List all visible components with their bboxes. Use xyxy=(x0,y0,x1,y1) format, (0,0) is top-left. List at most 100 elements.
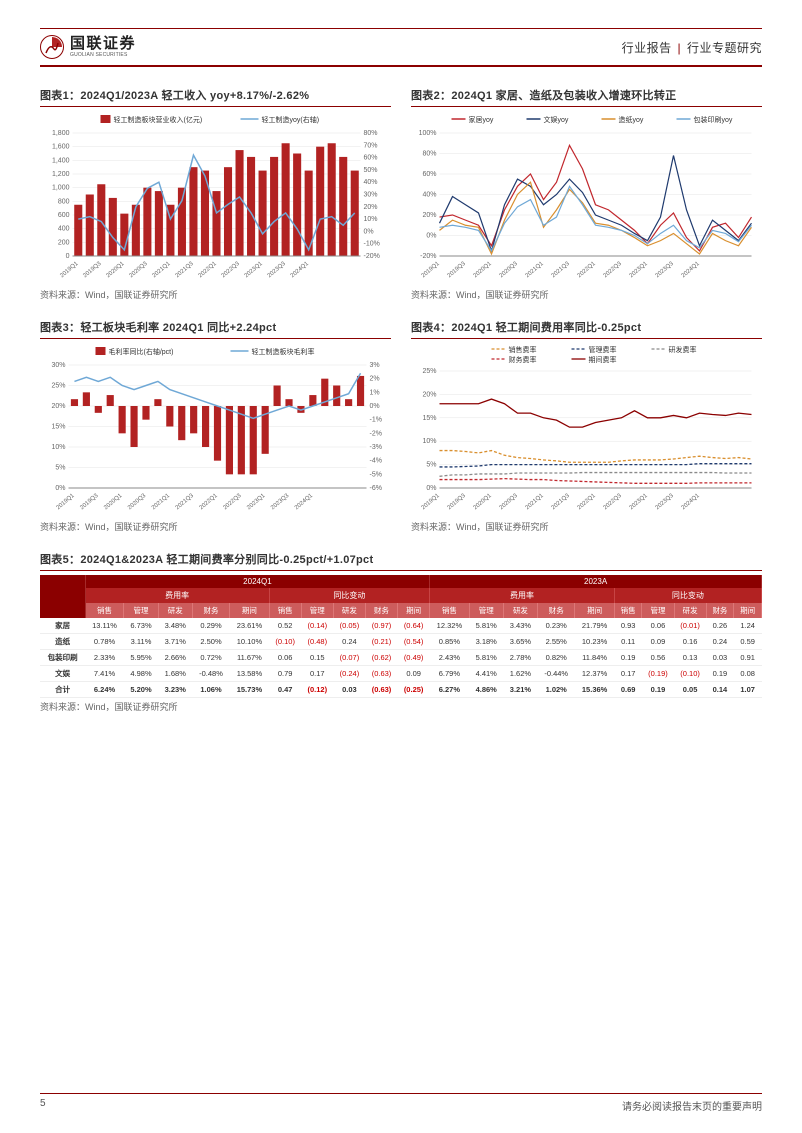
hdr-cat-a: 行业报告 xyxy=(622,41,672,55)
svg-text:-10%: -10% xyxy=(364,240,380,247)
hdr-cat-b: 行业专题研究 xyxy=(687,41,762,55)
svg-text:2024Q1: 2024Q1 xyxy=(290,260,311,279)
svg-text:1,000: 1,000 xyxy=(52,184,70,191)
chart4-title: 图表4：2024Q1 轻工期间费用率同比-0.25pct xyxy=(411,319,762,335)
svg-text:造纸yoy: 造纸yoy xyxy=(619,115,644,124)
chart3-title: 图表3：轻工板块毛利率 2024Q1 同比+2.24pct xyxy=(40,319,391,335)
svg-text:20%: 20% xyxy=(364,204,378,211)
svg-text:50%: 50% xyxy=(364,167,378,174)
svg-text:10%: 10% xyxy=(422,438,436,445)
svg-text:包装印刷yoy: 包装印刷yoy xyxy=(694,115,733,124)
svg-text:2024Q1: 2024Q1 xyxy=(681,492,702,511)
svg-text:5%: 5% xyxy=(55,464,65,471)
chart1-svg: 轻工制造板块营业收入(亿元)轻工制造yoy(右轴)02004006008001,… xyxy=(40,111,391,286)
chart3-svg: 毛利率同比(右轴/pct)轻工制造板块毛利率0%5%10%15%20%25%30… xyxy=(40,343,391,518)
svg-text:30%: 30% xyxy=(51,362,65,369)
svg-text:0%: 0% xyxy=(426,232,436,239)
chart1-title: 图表1：2024Q1/2023A 轻工收入 yoy+8.17%/-2.62% xyxy=(40,87,391,103)
chart-row-2: 图表3：轻工板块毛利率 2024Q1 同比+2.24pct 毛利率同比(右轴/p… xyxy=(40,319,762,533)
svg-text:0%: 0% xyxy=(426,485,436,492)
chart4-svg: 销售费率管理费率研发费率财务费率期间费率0%5%10%15%20%25%2019… xyxy=(411,343,762,518)
header: 国联证券 GUOLIAN SECURITIES 行业报告 | 行业专题研究 xyxy=(40,35,762,59)
svg-text:2021Q1: 2021Q1 xyxy=(151,260,172,279)
svg-text:-20%: -20% xyxy=(420,253,436,260)
chart2-title: 图表2：2024Q1 家居、造纸及包装收入增速环比转正 xyxy=(411,87,762,103)
svg-text:1,400: 1,400 xyxy=(52,157,70,164)
svg-text:2024Q1: 2024Q1 xyxy=(294,492,315,511)
svg-text:2020Q3: 2020Q3 xyxy=(499,492,520,511)
table5-title: 图表5：2024Q1&2023A 轻工期间费率分别同比-0.25pct/+1.0… xyxy=(40,551,762,567)
svg-text:-2%: -2% xyxy=(370,430,382,437)
svg-text:2019Q3: 2019Q3 xyxy=(447,260,468,279)
svg-text:2019Q1: 2019Q1 xyxy=(421,492,442,511)
svg-text:20%: 20% xyxy=(422,212,436,219)
svg-text:25%: 25% xyxy=(51,382,65,389)
svg-text:70%: 70% xyxy=(364,142,378,149)
chart1-source: 资料来源：Wind，国联证券研究所 xyxy=(40,288,391,301)
svg-text:1%: 1% xyxy=(370,389,380,396)
page-number: 5 xyxy=(40,1098,46,1113)
logo-icon xyxy=(40,35,64,59)
svg-text:2020Q1: 2020Q1 xyxy=(103,492,124,511)
svg-text:销售费率: 销售费率 xyxy=(509,345,537,354)
footer: 5 请务必阅读报告末页的重要声明 xyxy=(40,1093,762,1113)
svg-text:30%: 30% xyxy=(364,191,378,198)
chart3-source: 资料来源：Wind，国联证券研究所 xyxy=(40,520,391,533)
svg-text:2019Q1: 2019Q1 xyxy=(56,492,77,511)
svg-text:10%: 10% xyxy=(364,216,378,223)
svg-text:2020Q1: 2020Q1 xyxy=(105,260,126,279)
footer-notice: 请务必阅读报告末页的重要声明 xyxy=(622,1098,762,1113)
svg-text:2022Q3: 2022Q3 xyxy=(222,492,243,511)
logo: 国联证券 GUOLIAN SECURITIES xyxy=(40,35,136,59)
header-rule xyxy=(40,65,762,67)
svg-text:2021Q1: 2021Q1 xyxy=(525,492,546,511)
svg-text:0%: 0% xyxy=(364,228,374,235)
svg-text:1,600: 1,600 xyxy=(52,143,70,150)
svg-text:-3%: -3% xyxy=(370,444,382,451)
table5-section: 图表5：2024Q1&2023A 轻工期间费率分别同比-0.25pct/+1.0… xyxy=(40,551,762,713)
svg-text:80%: 80% xyxy=(422,150,436,157)
svg-text:2022Q3: 2022Q3 xyxy=(221,260,242,279)
chart4-source: 资料来源：Wind，国联证券研究所 xyxy=(411,520,762,533)
svg-text:15%: 15% xyxy=(422,415,436,422)
brand-cn: 国联证券 xyxy=(70,36,136,53)
svg-text:2023Q3: 2023Q3 xyxy=(655,492,676,511)
svg-text:轻工制造板块营业收入(亿元): 轻工制造板块营业收入(亿元) xyxy=(114,115,203,124)
svg-text:100%: 100% xyxy=(419,130,437,137)
svg-text:2020Q3: 2020Q3 xyxy=(499,260,520,279)
svg-text:800: 800 xyxy=(58,198,70,205)
svg-text:2022Q1: 2022Q1 xyxy=(577,492,598,511)
svg-text:2021Q3: 2021Q3 xyxy=(551,260,572,279)
table5-source: 资料来源：Wind，国联证券研究所 xyxy=(40,700,762,713)
svg-text:15%: 15% xyxy=(51,423,65,430)
svg-text:25%: 25% xyxy=(422,368,436,375)
svg-text:600: 600 xyxy=(58,212,70,219)
svg-text:财务费率: 财务费率 xyxy=(509,355,537,364)
panel-chart3: 图表3：轻工板块毛利率 2024Q1 同比+2.24pct 毛利率同比(右轴/p… xyxy=(40,319,391,533)
svg-text:文娱yoy: 文娱yoy xyxy=(544,115,569,124)
svg-text:2023Q3: 2023Q3 xyxy=(270,492,291,511)
svg-text:-5%: -5% xyxy=(370,471,382,478)
svg-text:0%: 0% xyxy=(55,485,65,492)
svg-text:2021Q1: 2021Q1 xyxy=(151,492,172,511)
svg-text:2022Q3: 2022Q3 xyxy=(603,492,624,511)
svg-text:2023Q3: 2023Q3 xyxy=(655,260,676,279)
svg-text:3%: 3% xyxy=(370,362,380,369)
svg-text:2021Q3: 2021Q3 xyxy=(175,260,196,279)
svg-text:2023Q1: 2023Q1 xyxy=(629,260,650,279)
svg-text:2023Q1: 2023Q1 xyxy=(246,492,267,511)
svg-text:2024Q1: 2024Q1 xyxy=(681,260,702,279)
svg-text:2019Q3: 2019Q3 xyxy=(82,260,103,279)
svg-text:2021Q3: 2021Q3 xyxy=(175,492,196,511)
svg-text:2019Q1: 2019Q1 xyxy=(421,260,442,279)
svg-text:80%: 80% xyxy=(364,130,378,137)
svg-text:60%: 60% xyxy=(364,154,378,161)
svg-text:20%: 20% xyxy=(422,391,436,398)
svg-text:-20%: -20% xyxy=(364,253,380,260)
svg-text:2020Q1: 2020Q1 xyxy=(473,492,494,511)
chart2-source: 资料来源：Wind，国联证券研究所 xyxy=(411,288,762,301)
svg-text:家居yoy: 家居yoy xyxy=(469,115,494,124)
svg-text:0%: 0% xyxy=(370,403,380,410)
svg-text:研发费率: 研发费率 xyxy=(669,345,697,354)
svg-text:0: 0 xyxy=(66,253,70,260)
